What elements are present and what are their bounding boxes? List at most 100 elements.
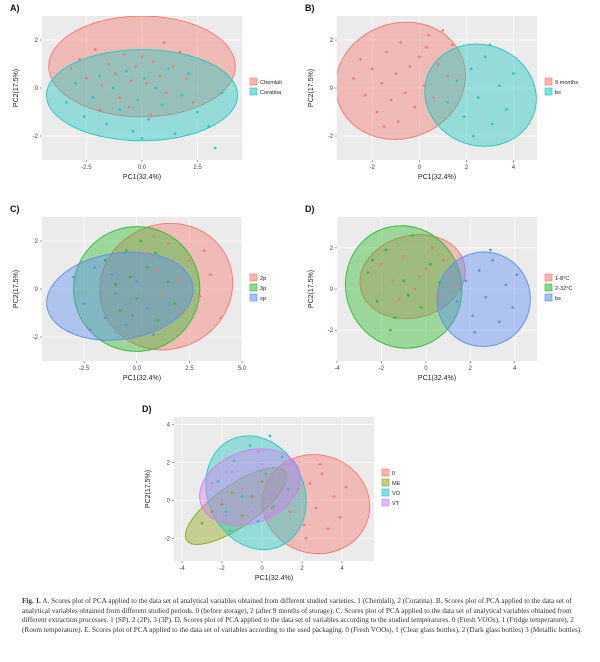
data-point	[240, 495, 244, 498]
data-point	[469, 67, 473, 71]
data-point	[110, 273, 113, 276]
data-point	[131, 314, 134, 317]
panel-label: D)	[142, 404, 152, 414]
data-point	[484, 295, 488, 299]
data-point	[363, 93, 367, 97]
chart-panel-a: A) -2.5 0.0 2.5 -2 0 2 PC1(32.4%) PC2(17.5%) Chem…	[10, 2, 300, 192]
panel-label: A)	[10, 3, 20, 13]
data-point	[82, 302, 86, 305]
data-point	[160, 292, 164, 296]
data-point	[380, 81, 384, 85]
data-point	[162, 41, 166, 44]
chart-c-svg: C) -2.5 0.0 2.5 5.0 -2 0 2 PC1(32.4%) PC2(17.5%) 2…	[10, 204, 266, 382]
data-point	[219, 316, 223, 320]
x-tick-label: 2.5	[185, 366, 194, 372]
legend-label: 1-8°C	[555, 276, 569, 282]
data-point	[224, 510, 228, 514]
data-point	[142, 77, 146, 80]
data-point	[230, 470, 234, 474]
data-point	[74, 81, 77, 85]
data-point	[240, 487, 244, 491]
chart-panel-d: D) -4 -2 0 2 4 -2 0 2 PC1(32.4%) PC2(17.5%) 1-8°C 2-…	[305, 203, 595, 393]
data-point	[402, 254, 405, 258]
legend: Chemlali Coratina	[249, 77, 282, 96]
data-point	[380, 263, 383, 266]
y-tick-label: -2	[33, 335, 39, 341]
data-point	[332, 495, 336, 498]
data-point	[91, 96, 95, 99]
legend-label: Chemlali	[260, 80, 282, 86]
legend-label: VO	[392, 491, 401, 497]
legend-label: bs	[555, 90, 561, 96]
y-tick-label: 0	[35, 86, 39, 92]
data-point	[209, 273, 212, 276]
data-point	[224, 514, 228, 517]
data-point	[145, 306, 149, 310]
data-point	[152, 333, 155, 336]
data-point	[476, 96, 480, 99]
data-point	[140, 55, 144, 59]
legend: 9 months bs	[544, 77, 578, 96]
plot-area	[184, 434, 371, 555]
x-tick-label: 0	[424, 366, 428, 372]
data-point	[417, 275, 421, 278]
data-point	[483, 55, 487, 59]
data-point	[393, 316, 397, 320]
legend-swatch	[544, 283, 553, 292]
y-tick-label: 0	[35, 287, 39, 293]
data-point	[69, 67, 73, 71]
x-axis-label: PC1(32.4%)	[123, 375, 161, 382]
legend: 0 ME VO VT	[381, 468, 401, 507]
data-point	[160, 103, 164, 107]
y-axis-label: PC2(17.5%)	[13, 270, 20, 308]
data-point	[145, 266, 149, 269]
data-point	[394, 72, 398, 75]
data-point	[151, 60, 155, 63]
legend-label: sp	[260, 296, 266, 302]
data-point	[124, 323, 128, 327]
x-tick-label: 2	[300, 566, 304, 572]
chart-a-svg: A) -2.5 0.0 2.5 -2 0 2 PC1(32.4%) PC2(17.5%) Chem…	[10, 3, 282, 181]
data-point	[389, 328, 392, 332]
data-point	[272, 504, 276, 508]
y-tick-label: 2	[167, 460, 171, 466]
data-point	[276, 508, 280, 512]
data-point	[490, 122, 494, 126]
confidence-ellipse	[436, 251, 531, 348]
y-tick-label: -2	[33, 134, 39, 140]
x-tick-label: -2.5	[81, 165, 92, 171]
data-point	[385, 50, 388, 54]
data-point	[136, 98, 139, 102]
plot-area	[46, 222, 234, 352]
data-point	[498, 84, 501, 87]
x-tick-label: -2.5	[79, 366, 90, 372]
confidence-ellipse	[48, 16, 236, 118]
legend-label: 2-32°C	[555, 286, 572, 292]
data-point	[111, 86, 115, 90]
data-point	[366, 271, 370, 274]
confidence-ellipse	[261, 454, 371, 555]
data-point	[472, 134, 475, 138]
x-tick-label: 4	[340, 566, 344, 572]
y-axis-label: PC2(17.5%)	[308, 69, 315, 107]
data-point	[131, 129, 135, 133]
data-point	[352, 77, 355, 80]
data-point	[173, 302, 176, 305]
data-point	[171, 65, 175, 68]
x-tick-label: 0	[418, 165, 422, 171]
data-point	[145, 251, 149, 255]
x-axis-label: PC1(32.4%)	[418, 174, 456, 181]
data-point	[129, 79, 133, 83]
legend-swatch	[381, 478, 390, 487]
data-point	[220, 91, 224, 95]
data-point	[174, 132, 177, 135]
y-tick-label: -2	[165, 536, 171, 542]
data-point	[167, 280, 170, 284]
data-point	[268, 434, 272, 438]
data-point	[338, 516, 342, 519]
x-tick-label: -2	[219, 566, 225, 572]
confidence-ellipse	[184, 467, 288, 545]
plot-background	[174, 417, 374, 561]
data-point	[296, 487, 300, 491]
legend-swatch	[249, 293, 258, 302]
